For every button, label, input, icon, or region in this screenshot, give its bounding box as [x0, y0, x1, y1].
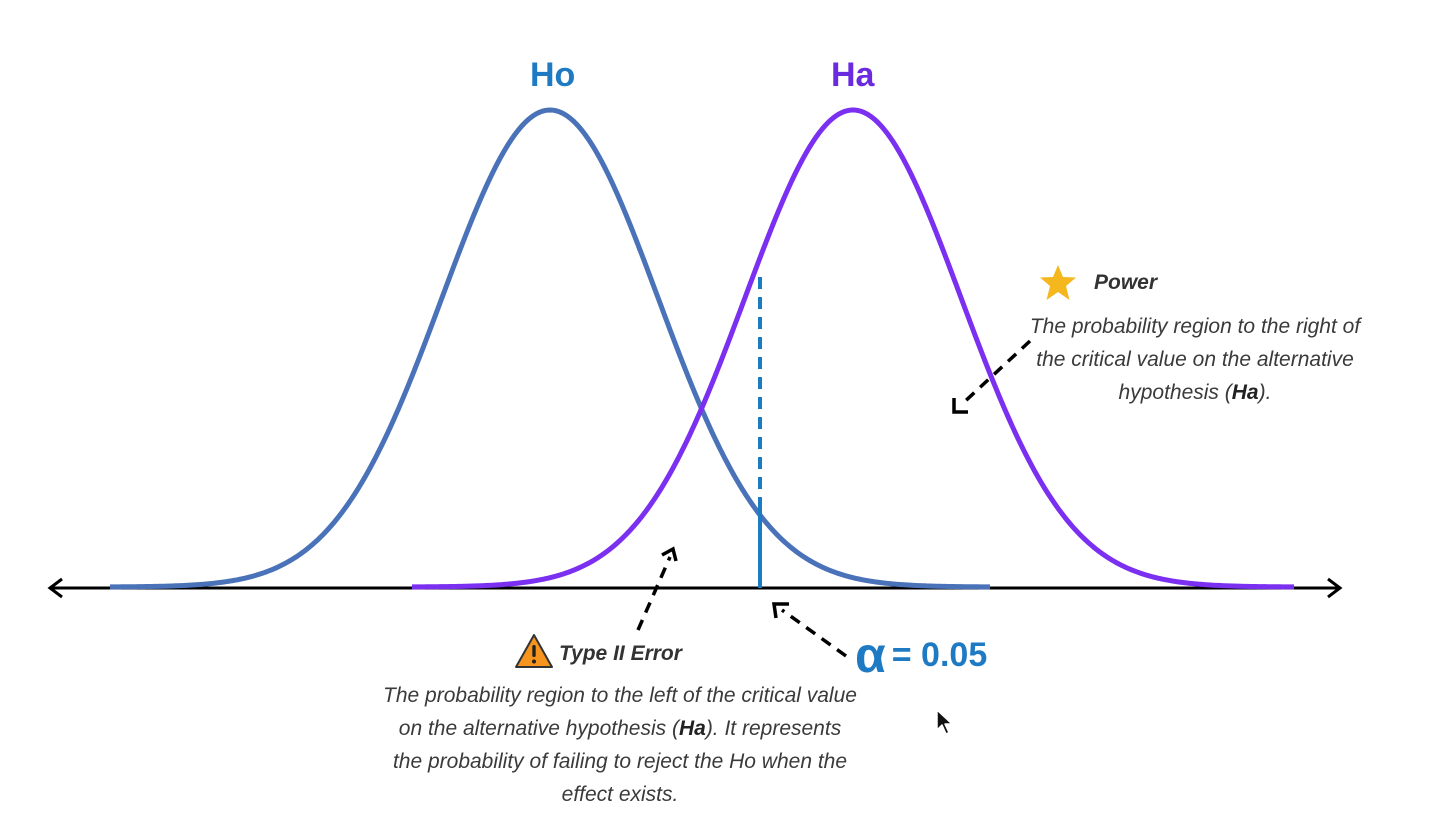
type2-description-text: The probability region to the left of th…: [383, 684, 857, 740]
power-description: The probability region to the right of t…: [1020, 310, 1370, 409]
alpha-pointer-arrow: [771, 602, 848, 658]
ho-distribution-curve: [109, 107, 991, 590]
ho-label: Ho: [530, 56, 576, 94]
power-pointer-arrow: [952, 339, 1032, 414]
warning-icon: [515, 634, 553, 668]
ha-distribution-curve: [411, 107, 1295, 590]
alpha-value: = 0.05: [891, 636, 988, 674]
alpha-label: α = 0.05: [855, 630, 987, 680]
type2-error-title: Type II Error: [559, 642, 682, 665]
ha-label: Ha: [831, 56, 875, 94]
x-axis: [47, 577, 1343, 599]
alpha-symbol: α: [855, 627, 886, 683]
power-description-end: ).: [1258, 381, 1272, 404]
type2-error-description: The probability region to the left of th…: [382, 679, 858, 811]
star-icon: [1040, 265, 1076, 300]
type2-pointer-arrow: [636, 546, 678, 631]
type2-description-end: ). It represents the probability of fail…: [392, 717, 848, 806]
power-title: Power: [1094, 271, 1158, 294]
power-description-text: The probability region to the right of t…: [1029, 315, 1361, 404]
type2-description-ha: Ha: [678, 717, 706, 740]
power-description-ha: Ha: [1231, 381, 1259, 404]
mouse-cursor-icon: [936, 709, 953, 735]
